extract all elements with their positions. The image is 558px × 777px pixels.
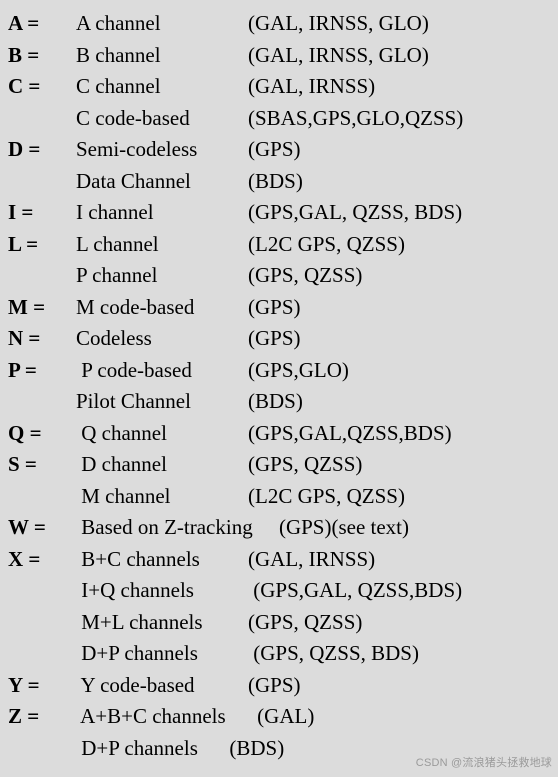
channel-description: D+P channels xyxy=(76,638,248,670)
table-row: I+Q channels (GPS,GAL, QZSS,BDS) xyxy=(6,575,552,607)
table-row: N =Codeless(GPS) xyxy=(6,323,552,355)
channel-description: Data Channel xyxy=(76,166,248,198)
table-row: X = B+C channels(GAL, IRNSS) xyxy=(6,544,552,576)
table-row: I =I channel(GPS,GAL, QZSS, BDS) xyxy=(6,197,552,229)
channel-description: Q channel xyxy=(76,418,248,450)
table-row: P = P code-based(GPS,GLO) xyxy=(6,355,552,387)
channel-description: P channel xyxy=(76,260,248,292)
code-label xyxy=(6,575,76,607)
code-label: C = xyxy=(6,71,76,103)
table-row: B =B channel(GAL, IRNSS, GLO) xyxy=(6,40,552,72)
channel-description: P code-based xyxy=(76,355,248,387)
channel-description: I channel xyxy=(76,197,248,229)
systems-list: (GPS) xyxy=(248,670,552,702)
channel-description: B channel xyxy=(76,40,248,72)
code-label: W = xyxy=(6,512,76,544)
systems-list: (GPS, QZSS) xyxy=(248,607,552,639)
code-label: I = xyxy=(6,197,76,229)
code-label: A = xyxy=(6,8,76,40)
code-label: Y = xyxy=(6,670,76,702)
channel-description: M code-based xyxy=(76,292,248,324)
systems-list: (GPS,GLO) xyxy=(248,355,552,387)
code-label: D = xyxy=(6,134,76,166)
table-row: Pilot Channel(BDS) xyxy=(6,386,552,418)
table-row: M channel(L2C GPS, QZSS) xyxy=(6,481,552,513)
table-row: L =L channel(L2C GPS, QZSS) xyxy=(6,229,552,261)
code-label xyxy=(6,386,76,418)
channel-description: L channel xyxy=(76,229,248,261)
systems-list: (GPS, QZSS) xyxy=(248,449,552,481)
table-row: C code-based(SBAS,GPS,GLO,QZSS) xyxy=(6,103,552,135)
systems-list: (BDS) xyxy=(248,166,552,198)
systems-list: (GPS) xyxy=(248,292,552,324)
code-label: N = xyxy=(6,323,76,355)
table-row: Data Channel(BDS) xyxy=(6,166,552,198)
table-row: C =C channel(GAL, IRNSS) xyxy=(6,71,552,103)
channel-description: D channel xyxy=(76,449,248,481)
channel-description: I+Q channels xyxy=(76,575,248,607)
code-label xyxy=(6,103,76,135)
code-label xyxy=(6,260,76,292)
table-row: A =A channel(GAL, IRNSS, GLO) xyxy=(6,8,552,40)
channel-description: B+C channels xyxy=(76,544,248,576)
desc-sys-combined: D+P channels (BDS) xyxy=(76,733,284,765)
code-label: X = xyxy=(6,544,76,576)
channel-description: C code-based xyxy=(76,103,248,135)
systems-list: (L2C GPS, QZSS) xyxy=(248,481,552,513)
code-label xyxy=(6,166,76,198)
channel-description: M channel xyxy=(76,481,248,513)
table-row: M+L channels(GPS, QZSS) xyxy=(6,607,552,639)
systems-list: (GPS) xyxy=(248,323,552,355)
channel-description: M+L channels xyxy=(76,607,248,639)
table-row: Q = Q channel(GPS,GAL,QZSS,BDS) xyxy=(6,418,552,450)
systems-list: (SBAS,GPS,GLO,QZSS) xyxy=(248,103,552,135)
systems-list: (GAL, IRNSS, GLO) xyxy=(248,40,552,72)
code-label: P = xyxy=(6,355,76,387)
systems-list: (GAL, IRNSS) xyxy=(248,71,552,103)
channel-description: Codeless xyxy=(76,323,248,355)
code-label xyxy=(6,481,76,513)
systems-list: (BDS) xyxy=(248,386,552,418)
systems-list: (GPS, QZSS, BDS) xyxy=(248,638,552,670)
channel-description: Y code-based xyxy=(76,670,248,702)
systems-list: (GPS,GAL, QZSS,BDS) xyxy=(248,575,552,607)
channel-description: Semi-codeless xyxy=(76,134,248,166)
table-row: D+P channels (GPS, QZSS, BDS) xyxy=(6,638,552,670)
systems-list: (GAL, IRNSS, GLO) xyxy=(248,8,552,40)
systems-list: (GPS,GAL,QZSS,BDS) xyxy=(248,418,552,450)
table-row: S = D channel(GPS, QZSS) xyxy=(6,449,552,481)
systems-list: (GPS, QZSS) xyxy=(248,260,552,292)
table-row: Z = A+B+C channels (GAL) xyxy=(6,701,552,733)
systems-list: (L2C GPS, QZSS) xyxy=(248,229,552,261)
table-row: Y = Y code-based(GPS) xyxy=(6,670,552,702)
desc-sys-combined: A+B+C channels (GAL) xyxy=(76,701,314,733)
table-row: M =M code-based(GPS) xyxy=(6,292,552,324)
channel-description: Pilot Channel xyxy=(76,386,248,418)
systems-list: (GPS,GAL, QZSS, BDS) xyxy=(248,197,552,229)
systems-list: (GAL, IRNSS) xyxy=(248,544,552,576)
systems-list: (GPS) xyxy=(248,134,552,166)
code-label: S = xyxy=(6,449,76,481)
watermark-text: CSDN @流浪猪头拯救地球 xyxy=(416,755,552,772)
code-label xyxy=(6,607,76,639)
desc-sys-combined: Based on Z-tracking (GPS)(see text) xyxy=(76,512,409,544)
table-row: D =Semi-codeless(GPS) xyxy=(6,134,552,166)
channel-description: A channel xyxy=(76,8,248,40)
code-label xyxy=(6,638,76,670)
code-label: B = xyxy=(6,40,76,72)
code-label: L = xyxy=(6,229,76,261)
code-label xyxy=(6,733,76,765)
table-row: W = Based on Z-tracking (GPS)(see text) xyxy=(6,512,552,544)
code-label: Q = xyxy=(6,418,76,450)
table-row: P channel(GPS, QZSS) xyxy=(6,260,552,292)
channel-description: C channel xyxy=(76,71,248,103)
channel-code-table: A =A channel(GAL, IRNSS, GLO)B =B channe… xyxy=(6,8,552,764)
code-label: Z = xyxy=(6,701,76,733)
code-label: M = xyxy=(6,292,76,324)
